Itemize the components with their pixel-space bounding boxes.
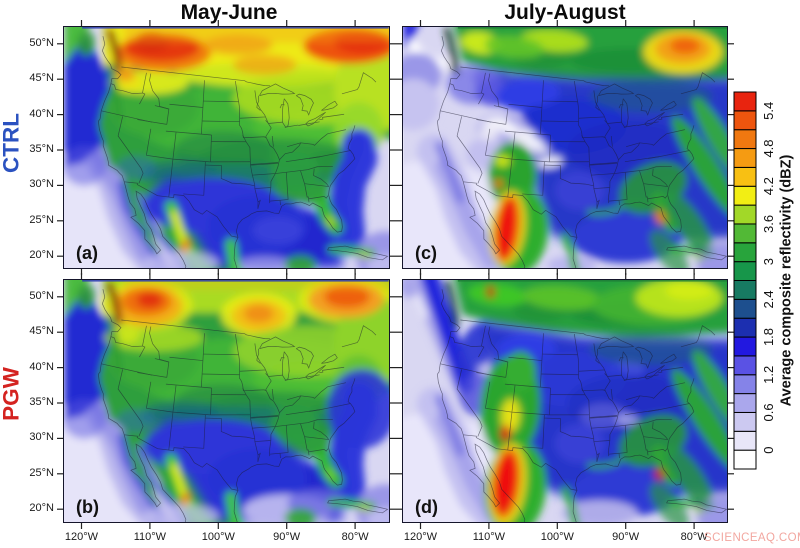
- svg-text:PGW: PGW: [0, 366, 24, 421]
- svg-text:1.2: 1.2: [761, 366, 776, 384]
- svg-text:Average composite reflectivity: Average composite reflectivity (dBZ): [779, 154, 795, 406]
- svg-text:CTRL: CTRL: [0, 113, 24, 173]
- svg-text:0: 0: [761, 446, 776, 453]
- svg-text:4.8: 4.8: [761, 139, 776, 157]
- svg-text:4.2: 4.2: [761, 177, 776, 195]
- svg-text:1.8: 1.8: [761, 328, 776, 346]
- svg-text:2.4: 2.4: [761, 290, 776, 308]
- svg-text:0.6: 0.6: [761, 403, 776, 421]
- svg-text:3: 3: [761, 258, 776, 265]
- svg-text:5.4: 5.4: [761, 102, 776, 120]
- svg-text:3.6: 3.6: [761, 215, 776, 233]
